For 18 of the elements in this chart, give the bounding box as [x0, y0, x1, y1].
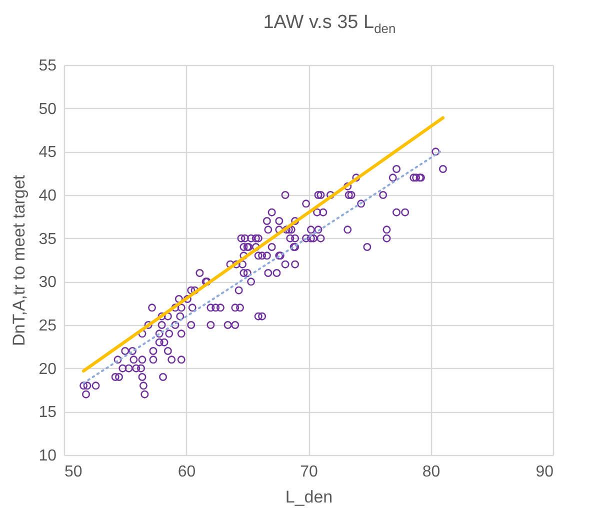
chart-title: 1AW v.s 35 L$_{den}$	[262, 12, 397, 36]
y-tick-label: 45	[38, 144, 57, 162]
x-tick-label: 70	[300, 464, 318, 480]
x-tick-label: 80	[422, 464, 440, 480]
x-tick-label: 90	[536, 464, 554, 480]
y-tick-label: 30	[38, 274, 57, 292]
y-tick-label: 10	[38, 448, 57, 464]
x-axis-title: L_den	[285, 488, 333, 506]
y-tick-label: 55	[38, 58, 57, 74]
x-tick-label: 60	[178, 464, 196, 480]
y-axis-title: DnT,A,tr to meet target	[10, 174, 29, 346]
y-tick-label: 40	[38, 188, 57, 204]
x-tick-label: 50	[64, 464, 82, 480]
y-tick-label: 25	[38, 318, 57, 334]
y-tick-label: 20	[38, 360, 57, 378]
y-tick-label: 15	[38, 404, 57, 422]
y-tick-label: 35	[38, 230, 57, 248]
y-tick-label: 50	[38, 100, 57, 118]
